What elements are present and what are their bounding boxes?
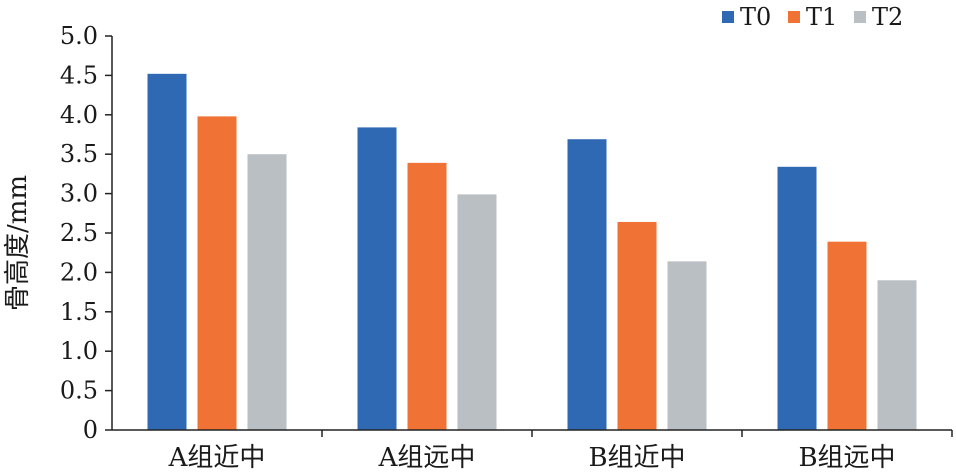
bar-t0-3: [567, 139, 607, 430]
x-category-label: B组远中: [798, 443, 895, 473]
bar-t2-1: [247, 154, 287, 430]
y-tick-label: 4.5: [60, 61, 98, 89]
bar-t2-2: [457, 194, 497, 430]
legend-swatch-t2: [854, 11, 866, 23]
bar-t2-3: [667, 261, 707, 430]
y-tick-label: 5.0: [60, 22, 98, 50]
y-tick-label: 2.0: [60, 258, 98, 286]
legend: T0 T1 T2: [722, 3, 903, 31]
y-tick-label: 0: [83, 416, 98, 444]
bar-t2-4: [877, 280, 917, 430]
y-tick-label: 1.0: [60, 337, 98, 365]
x-category-label: A组近中: [168, 443, 266, 473]
x-category-label: A组远中: [378, 443, 476, 473]
legend-label-t0: T0: [740, 3, 771, 31]
y-axis-ticks: 0 0.5 1.0 1.5 2.0 2.5 3.0 3.5 4.0 4.5 5.0: [60, 22, 112, 444]
y-axis-title: 骨高度/mm: [3, 175, 33, 311]
bar-t1-4: [827, 241, 867, 430]
bar-t1-3: [617, 221, 657, 430]
y-tick-label: 1.5: [60, 298, 98, 326]
bar-t0-4: [777, 166, 817, 431]
y-tick-label: 2.5: [60, 219, 98, 247]
legend-label-t2: T2: [872, 3, 903, 31]
bar-t1-2: [407, 162, 447, 431]
bar-t0-1: [147, 73, 187, 430]
y-tick-label: 4.0: [60, 101, 98, 129]
bar-t0-2: [357, 127, 397, 431]
y-tick-label: 0.5: [60, 377, 98, 405]
y-tick-label: 3.5: [60, 140, 98, 168]
x-category-label: B组近中: [588, 443, 685, 473]
x-axis-labels: A组近中 A组远中 B组近中 B组远中: [168, 430, 953, 473]
legend-label-t1: T1: [806, 3, 837, 31]
legend-swatch-t1: [788, 11, 800, 23]
bar-t1-1: [197, 116, 237, 430]
legend-swatch-t0: [722, 11, 734, 23]
bars: [147, 73, 917, 431]
y-tick-label: 3.0: [60, 180, 98, 208]
